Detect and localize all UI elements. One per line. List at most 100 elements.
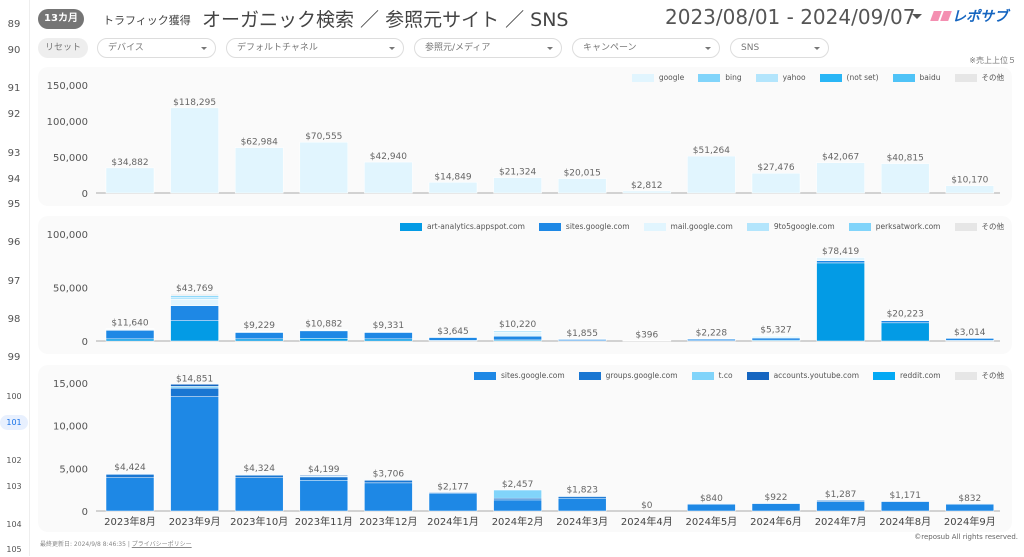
row-number[interactable]: 103 [0, 479, 28, 494]
filter-device[interactable]: デバイス [97, 38, 216, 58]
bar-segment[interactable] [171, 397, 219, 511]
bar-segment[interactable] [171, 321, 219, 341]
bar-segment[interactable] [881, 502, 929, 511]
bar-segment[interactable] [364, 332, 412, 338]
chart-plot: 050,000100,000150,000$34,882$118,295$62,… [38, 67, 1012, 206]
bar-segment[interactable] [494, 178, 542, 193]
bar-segment[interactable] [752, 338, 800, 340]
bar-segment[interactable] [364, 480, 412, 483]
row-number[interactable]: 104 [0, 517, 28, 532]
bar-segment[interactable] [364, 162, 412, 193]
bar-segment[interactable] [171, 384, 219, 386]
bar-segment[interactable] [171, 108, 219, 193]
bar-segment[interactable] [817, 259, 865, 261]
bar-segment[interactable] [817, 163, 865, 193]
bar-segment[interactable] [235, 148, 283, 193]
bar-segment[interactable] [817, 263, 865, 341]
logo: レポサブ [932, 6, 1008, 26]
bar-total-label: $51,264 [693, 146, 730, 156]
bar-segment[interactable] [364, 483, 412, 511]
bar-segment[interactable] [687, 156, 735, 193]
bar-segment[interactable] [235, 478, 283, 511]
filter-channel[interactable]: デフォルトチャネル [226, 38, 404, 58]
row-number[interactable]: 99 [0, 350, 28, 365]
bar-segment[interactable] [623, 191, 671, 193]
row-number[interactable]: 94 [0, 172, 28, 187]
row-gutter: 89 90 91 92 93 94 95 96 97 98 99 100 101 102 103 104 105 [0, 0, 30, 556]
bar-segment[interactable] [558, 496, 606, 498]
bar-segment[interactable] [881, 501, 929, 502]
filter-sns[interactable]: SNS [730, 38, 829, 58]
bar-segment[interactable] [946, 338, 994, 340]
row-number[interactable]: 97 [0, 274, 28, 289]
bar-segment[interactable] [817, 261, 865, 263]
row-number[interactable]: 91 [0, 81, 28, 96]
bar-segment[interactable] [106, 339, 154, 341]
row-number[interactable]: 105 [0, 542, 28, 557]
filter-label: SNS [741, 43, 759, 53]
bar-segment[interactable] [300, 331, 348, 338]
row-number[interactable]: 89 [0, 17, 28, 32]
date-range[interactable]: 2023/08/01 - 2024/09/07 [665, 5, 915, 29]
bar-segment[interactable] [300, 475, 348, 476]
bar-segment[interactable] [171, 297, 219, 299]
row-number[interactable]: 95 [0, 197, 28, 212]
bar-segment[interactable] [817, 502, 865, 511]
bar-segment[interactable] [429, 182, 477, 193]
row-number[interactable]: 100 [0, 389, 28, 404]
bar-segment[interactable] [494, 332, 542, 336]
filter-campaign[interactable]: キャンペーン [572, 38, 720, 58]
bar-segment[interactable] [364, 339, 412, 341]
bar-segment[interactable] [881, 164, 929, 193]
bar-segment[interactable] [171, 306, 219, 321]
bar-segment[interactable] [558, 179, 606, 193]
bar-segment[interactable] [558, 498, 606, 511]
bar-segment[interactable] [687, 504, 735, 511]
bar-segment[interactable] [300, 338, 348, 341]
bar-segment[interactable] [494, 498, 542, 500]
row-number[interactable]: 92 [0, 107, 28, 122]
bar-segment[interactable] [171, 386, 219, 388]
row-number[interactable]: 98 [0, 312, 28, 327]
filter-label: キャンペーン [583, 43, 637, 53]
row-number[interactable]: 102 [0, 453, 28, 468]
bar-segment[interactable] [429, 493, 477, 511]
bar-segment[interactable] [752, 503, 800, 511]
bar-segment[interactable] [946, 186, 994, 193]
bar-total-label: $10,882 [305, 319, 342, 329]
privacy-policy-link[interactable]: プライバシーポリシー [132, 541, 192, 548]
bar-segment[interactable] [106, 330, 154, 339]
bar-segment[interactable] [300, 480, 348, 511]
bar-segment[interactable] [171, 294, 219, 295]
bar-segment[interactable] [494, 500, 542, 511]
bar-segment[interactable] [300, 477, 348, 480]
bar-segment[interactable] [494, 490, 542, 498]
bar-total-label: $9,331 [373, 321, 405, 331]
bar-segment[interactable] [946, 504, 994, 511]
bar-segment[interactable] [171, 388, 219, 397]
bar-segment[interactable] [881, 321, 929, 323]
bar-segment[interactable] [300, 142, 348, 193]
bar-segment[interactable] [106, 478, 154, 511]
reset-button[interactable]: リセット [38, 38, 88, 58]
bar-segment[interactable] [106, 168, 154, 193]
bar-segment[interactable] [171, 299, 219, 305]
bar-segment[interactable] [752, 173, 800, 193]
period-badge[interactable]: 13カ月 [38, 9, 84, 29]
bar-segment[interactable] [881, 323, 929, 341]
filter-source-medium[interactable]: 参照元/メディア [414, 38, 562, 58]
row-number[interactable]: 96 [0, 235, 28, 250]
bar-segment[interactable] [235, 475, 283, 478]
bar-segment[interactable] [235, 332, 283, 338]
bar-total-label: $4,424 [114, 463, 146, 473]
row-number[interactable]: 93 [0, 146, 28, 161]
bar-total-label: $70,555 [305, 132, 342, 142]
row-number[interactable]: 90 [0, 43, 28, 58]
bar-segment[interactable] [106, 474, 154, 477]
date-range-dropdown-icon[interactable] [912, 14, 922, 24]
bar-segment[interactable] [429, 337, 477, 340]
bar-segment[interactable] [235, 339, 283, 341]
bar-segment[interactable] [494, 336, 542, 340]
row-number[interactable]: 101 [0, 415, 28, 430]
bar-segment[interactable] [429, 492, 477, 493]
